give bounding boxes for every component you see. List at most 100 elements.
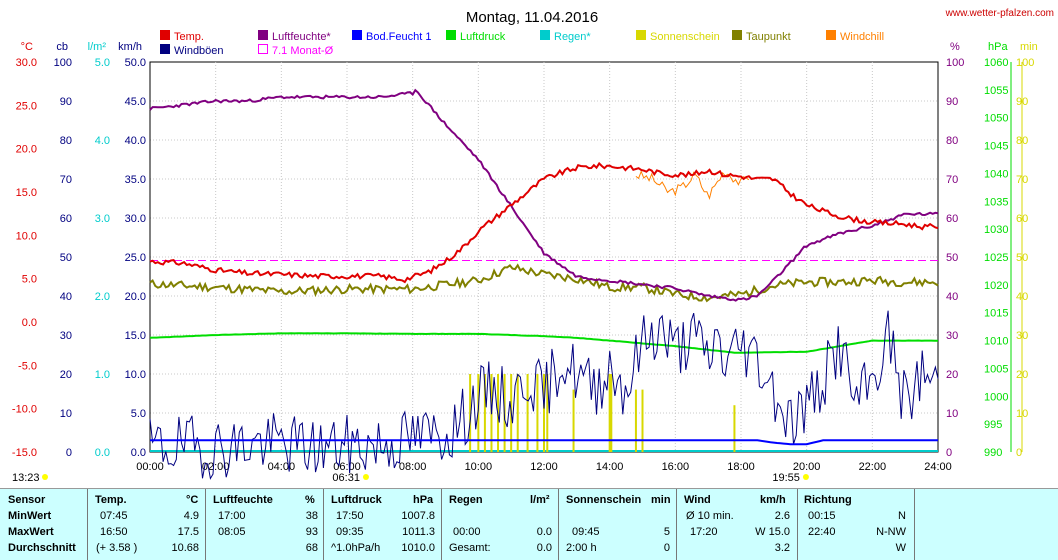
axis-tick-hpa: 1040: [984, 168, 1008, 180]
stats-table: Sensor Temp. °C Luftfeuchte % Luftdruck …: [0, 488, 1058, 560]
min-hum-time: 17:00: [218, 510, 246, 522]
x-tick-label: 24:00: [924, 461, 952, 473]
sunshine-bar: [572, 389, 575, 452]
min-press: 1007.8: [401, 510, 435, 522]
axis-tick-rain: 5.0: [95, 57, 110, 69]
x-tick-label: 20:00: [793, 461, 821, 473]
legend-swatch: [160, 44, 170, 54]
site-url: www.wetter-pfalzen.com: [945, 8, 1054, 19]
axis-tick-rain: 1.0: [95, 369, 110, 381]
axis-tick-hpa: 1030: [984, 224, 1008, 236]
legend-swatch: [352, 30, 362, 40]
legend-swatch: [446, 30, 456, 40]
axis-tick-percent: 50: [946, 252, 958, 264]
axes: 00:00 02:00 04:00 06:00 08:00 10:00 12:00 14:00…: [12, 41, 1038, 484]
max-press: 1011.3: [402, 526, 435, 538]
series-layer: [149, 88, 939, 480]
axis-tick-hpa: 1000: [984, 391, 1008, 403]
series-gusts: [149, 310, 939, 480]
axis-unit-cb: cb: [56, 41, 68, 53]
col-pressure: Luftdruck: [331, 494, 382, 506]
legend: Temp. Luftfeuchte* Bod.Feucht 1 Luftdruck Re…: [160, 30, 884, 57]
axis-tick-hpa: 1055: [984, 85, 1008, 97]
left-time-label: 13:23: [12, 472, 40, 484]
min-dir-time: 00:15: [808, 510, 836, 522]
col-wind: Wind: [684, 494, 711, 506]
sunshine-bar: [634, 389, 637, 452]
axis-tick-percent: 40: [946, 291, 958, 303]
legend-swatch: [258, 44, 268, 54]
axis-tick-hpa: 990: [984, 447, 1002, 459]
legend-label: Sonnenschein: [650, 31, 720, 43]
x-tick-label: 18:00: [727, 461, 755, 473]
max-dir-time: 22:40: [808, 526, 836, 538]
axis-tick-percent: 80: [946, 135, 958, 147]
axis-tick-cb: 0: [66, 447, 72, 459]
axis-tick-celsius: 0.0: [22, 317, 37, 329]
x-tick-label: 10:00: [465, 461, 493, 473]
axis-tick-min: 100: [1016, 57, 1034, 69]
axis-tick-cb: 60: [60, 213, 72, 225]
axis-tick-percent: 70: [946, 174, 958, 186]
col-rain-unit: l/m²: [530, 494, 550, 506]
sunset-label: 19:55: [772, 472, 800, 484]
axis-tick-rain: 4.0: [95, 135, 110, 147]
legend-swatch: [258, 30, 268, 40]
max-sun-time: 09:45: [572, 526, 600, 538]
axis-tick-hpa: 995: [984, 419, 1002, 431]
legend-swatch: [732, 30, 742, 40]
axis-unit-celsius: °C: [21, 41, 33, 53]
axis-tick-percent: 100: [946, 57, 964, 69]
axis-tick-kmh: 45.0: [125, 96, 146, 108]
max-sun: 5: [663, 526, 670, 538]
row-label-min: MinWert: [8, 510, 52, 522]
max-hum-time: 08:05: [218, 526, 246, 538]
min-temp: 4.9: [183, 510, 199, 522]
x-tick-label: 08:00: [399, 461, 427, 473]
sunshine-bar: [608, 374, 611, 452]
axis-unit-rain: l/m²: [88, 41, 107, 53]
axis-tick-celsius: 15.0: [16, 187, 37, 199]
legend-label: Windchill: [840, 31, 884, 43]
axis-tick-percent: 90: [946, 96, 958, 108]
axis-tick-kmh: 15.0: [125, 330, 146, 342]
legend-label: Windböen: [174, 45, 224, 57]
series-temperature: [149, 161, 939, 284]
min-wind: 2.6: [774, 510, 790, 522]
axis-tick-cb: 90: [60, 96, 72, 108]
min-dir: N: [898, 510, 906, 522]
row-label-max: MaxWert: [8, 526, 54, 538]
legend-swatch: [540, 30, 550, 40]
axis-tick-cb: 100: [54, 57, 72, 69]
legend-label: 7.1 Monat-Ø: [272, 45, 334, 57]
axis-tick-celsius: -15.0: [12, 447, 37, 459]
col-humidity-unit: %: [305, 494, 315, 506]
avg-press-time: ^1.0hPa/h: [331, 542, 381, 554]
axis-tick-kmh: 25.0: [125, 252, 146, 264]
col-temp: Temp.: [95, 494, 127, 506]
axis-tick-kmh: 40.0: [125, 135, 146, 147]
sunset-icon: [802, 474, 809, 480]
legend-label: Luftdruck: [460, 31, 506, 43]
axis-tick-percent: 20: [946, 369, 958, 381]
axis-tick-kmh: 5.0: [131, 408, 146, 420]
axis-tick-kmh: 20.0: [125, 291, 146, 303]
series-pressure: [149, 332, 938, 354]
axis-tick-celsius: -10.0: [12, 404, 37, 416]
legend-swatch: [826, 30, 836, 40]
avg-hum: 68: [305, 542, 318, 554]
series-wind-avg: [150, 439, 938, 446]
axis-tick-hpa: 1025: [984, 252, 1008, 264]
axis-tick-hpa: 1010: [984, 336, 1008, 348]
axis-tick-hpa: 1050: [984, 113, 1008, 125]
max-wind-time: 17:20: [690, 526, 718, 538]
max-wind: W 15.0: [755, 526, 790, 538]
axis-tick-hpa: 1035: [984, 196, 1008, 208]
series-humidity: [149, 88, 939, 302]
sunshine-bar: [546, 374, 549, 452]
sunshine-bar: [483, 374, 486, 452]
axis-tick-percent: 60: [946, 213, 958, 225]
axis-tick-kmh: 35.0: [125, 174, 146, 186]
x-tick-label: 06:00: [333, 461, 361, 473]
axis-tick-cb: 40: [60, 291, 72, 303]
